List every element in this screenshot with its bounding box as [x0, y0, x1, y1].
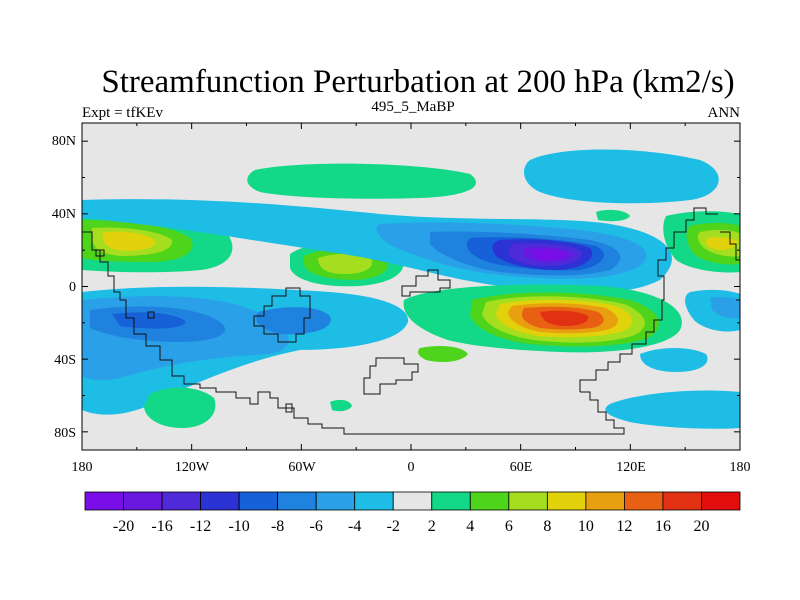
colorbar-swatch — [431, 491, 471, 511]
plot-title: Streamfunction Perturbation at 200 hPa (… — [101, 64, 734, 100]
colorbar-label: -12 — [190, 518, 211, 535]
y-tick-label: 80S — [54, 426, 76, 441]
coastlines — [82, 207, 740, 435]
colorbar-label: -10 — [228, 518, 249, 535]
x-tick-label: 180 — [72, 460, 93, 475]
x-tick-label: 120W — [175, 460, 210, 475]
colorbar-swatch — [662, 491, 702, 511]
right-string: ANN — [708, 105, 741, 121]
colorbar-label: -2 — [387, 518, 400, 535]
colorbar-swatch — [392, 491, 433, 511]
colorbar-swatch — [546, 491, 587, 511]
colorbar-swatch — [469, 491, 510, 511]
colorbar-swatch — [315, 491, 356, 511]
x-tick-label: 0 — [408, 460, 415, 475]
colorbar-label: -20 — [113, 518, 134, 535]
colorbar-swatch — [277, 491, 317, 511]
colorbar-swatch — [238, 491, 279, 511]
colorbar-swatch — [624, 491, 664, 511]
colorbar-swatch — [354, 491, 394, 511]
colorbar-label: 8 — [543, 518, 551, 535]
x-tick-label: 60W — [288, 460, 316, 475]
center-string: 495_5_MaBP — [371, 99, 454, 115]
colorbar-swatch — [200, 491, 240, 511]
colorbar-label: -4 — [348, 518, 361, 535]
colorbar-swatch — [161, 491, 201, 511]
x-tick-label: 120E — [616, 460, 646, 475]
colorbar-label: 20 — [693, 518, 709, 535]
tick-marks — [81, 123, 741, 450]
left-string: Expt = tfKEv — [82, 105, 163, 121]
x-tick-label: 60E — [510, 460, 533, 475]
x-tick-label: 180 — [730, 460, 751, 475]
colorbar-label: 12 — [616, 518, 632, 535]
y-tick-label: 80N — [52, 134, 76, 149]
y-tick-label: 0 — [69, 280, 76, 295]
colorbar-label: 16 — [655, 518, 671, 535]
y-axis-labels: 80N 40N 0 40S 80S — [52, 134, 76, 441]
colorbar-label: 6 — [505, 518, 513, 535]
contour-fill — [82, 149, 740, 429]
colorbar-swatch — [123, 491, 163, 511]
colorbar-label: -6 — [310, 518, 323, 535]
colorbar-label: -16 — [151, 518, 172, 535]
x-axis-labels: 180 120W 60W 0 60E 120E 180 — [72, 460, 751, 475]
y-tick-label: 40N — [52, 207, 76, 222]
colorbar: -20 -16 -12 -10 -8 -6 -4 -2 2 4 6 8 10 12 16 20 — [84, 491, 741, 535]
colorbar-swatch — [84, 491, 124, 511]
colorbar-label: -8 — [271, 518, 284, 535]
y-tick-label: 40S — [54, 353, 76, 368]
map-panel — [81, 122, 741, 451]
colorbar-label: 10 — [578, 518, 594, 535]
colorbar-label: 2 — [428, 518, 436, 535]
colorbar-swatch — [508, 491, 548, 511]
colorbar-swatch — [701, 491, 741, 511]
colorbar-label: 4 — [466, 518, 474, 535]
colorbar-swatch — [585, 491, 625, 511]
